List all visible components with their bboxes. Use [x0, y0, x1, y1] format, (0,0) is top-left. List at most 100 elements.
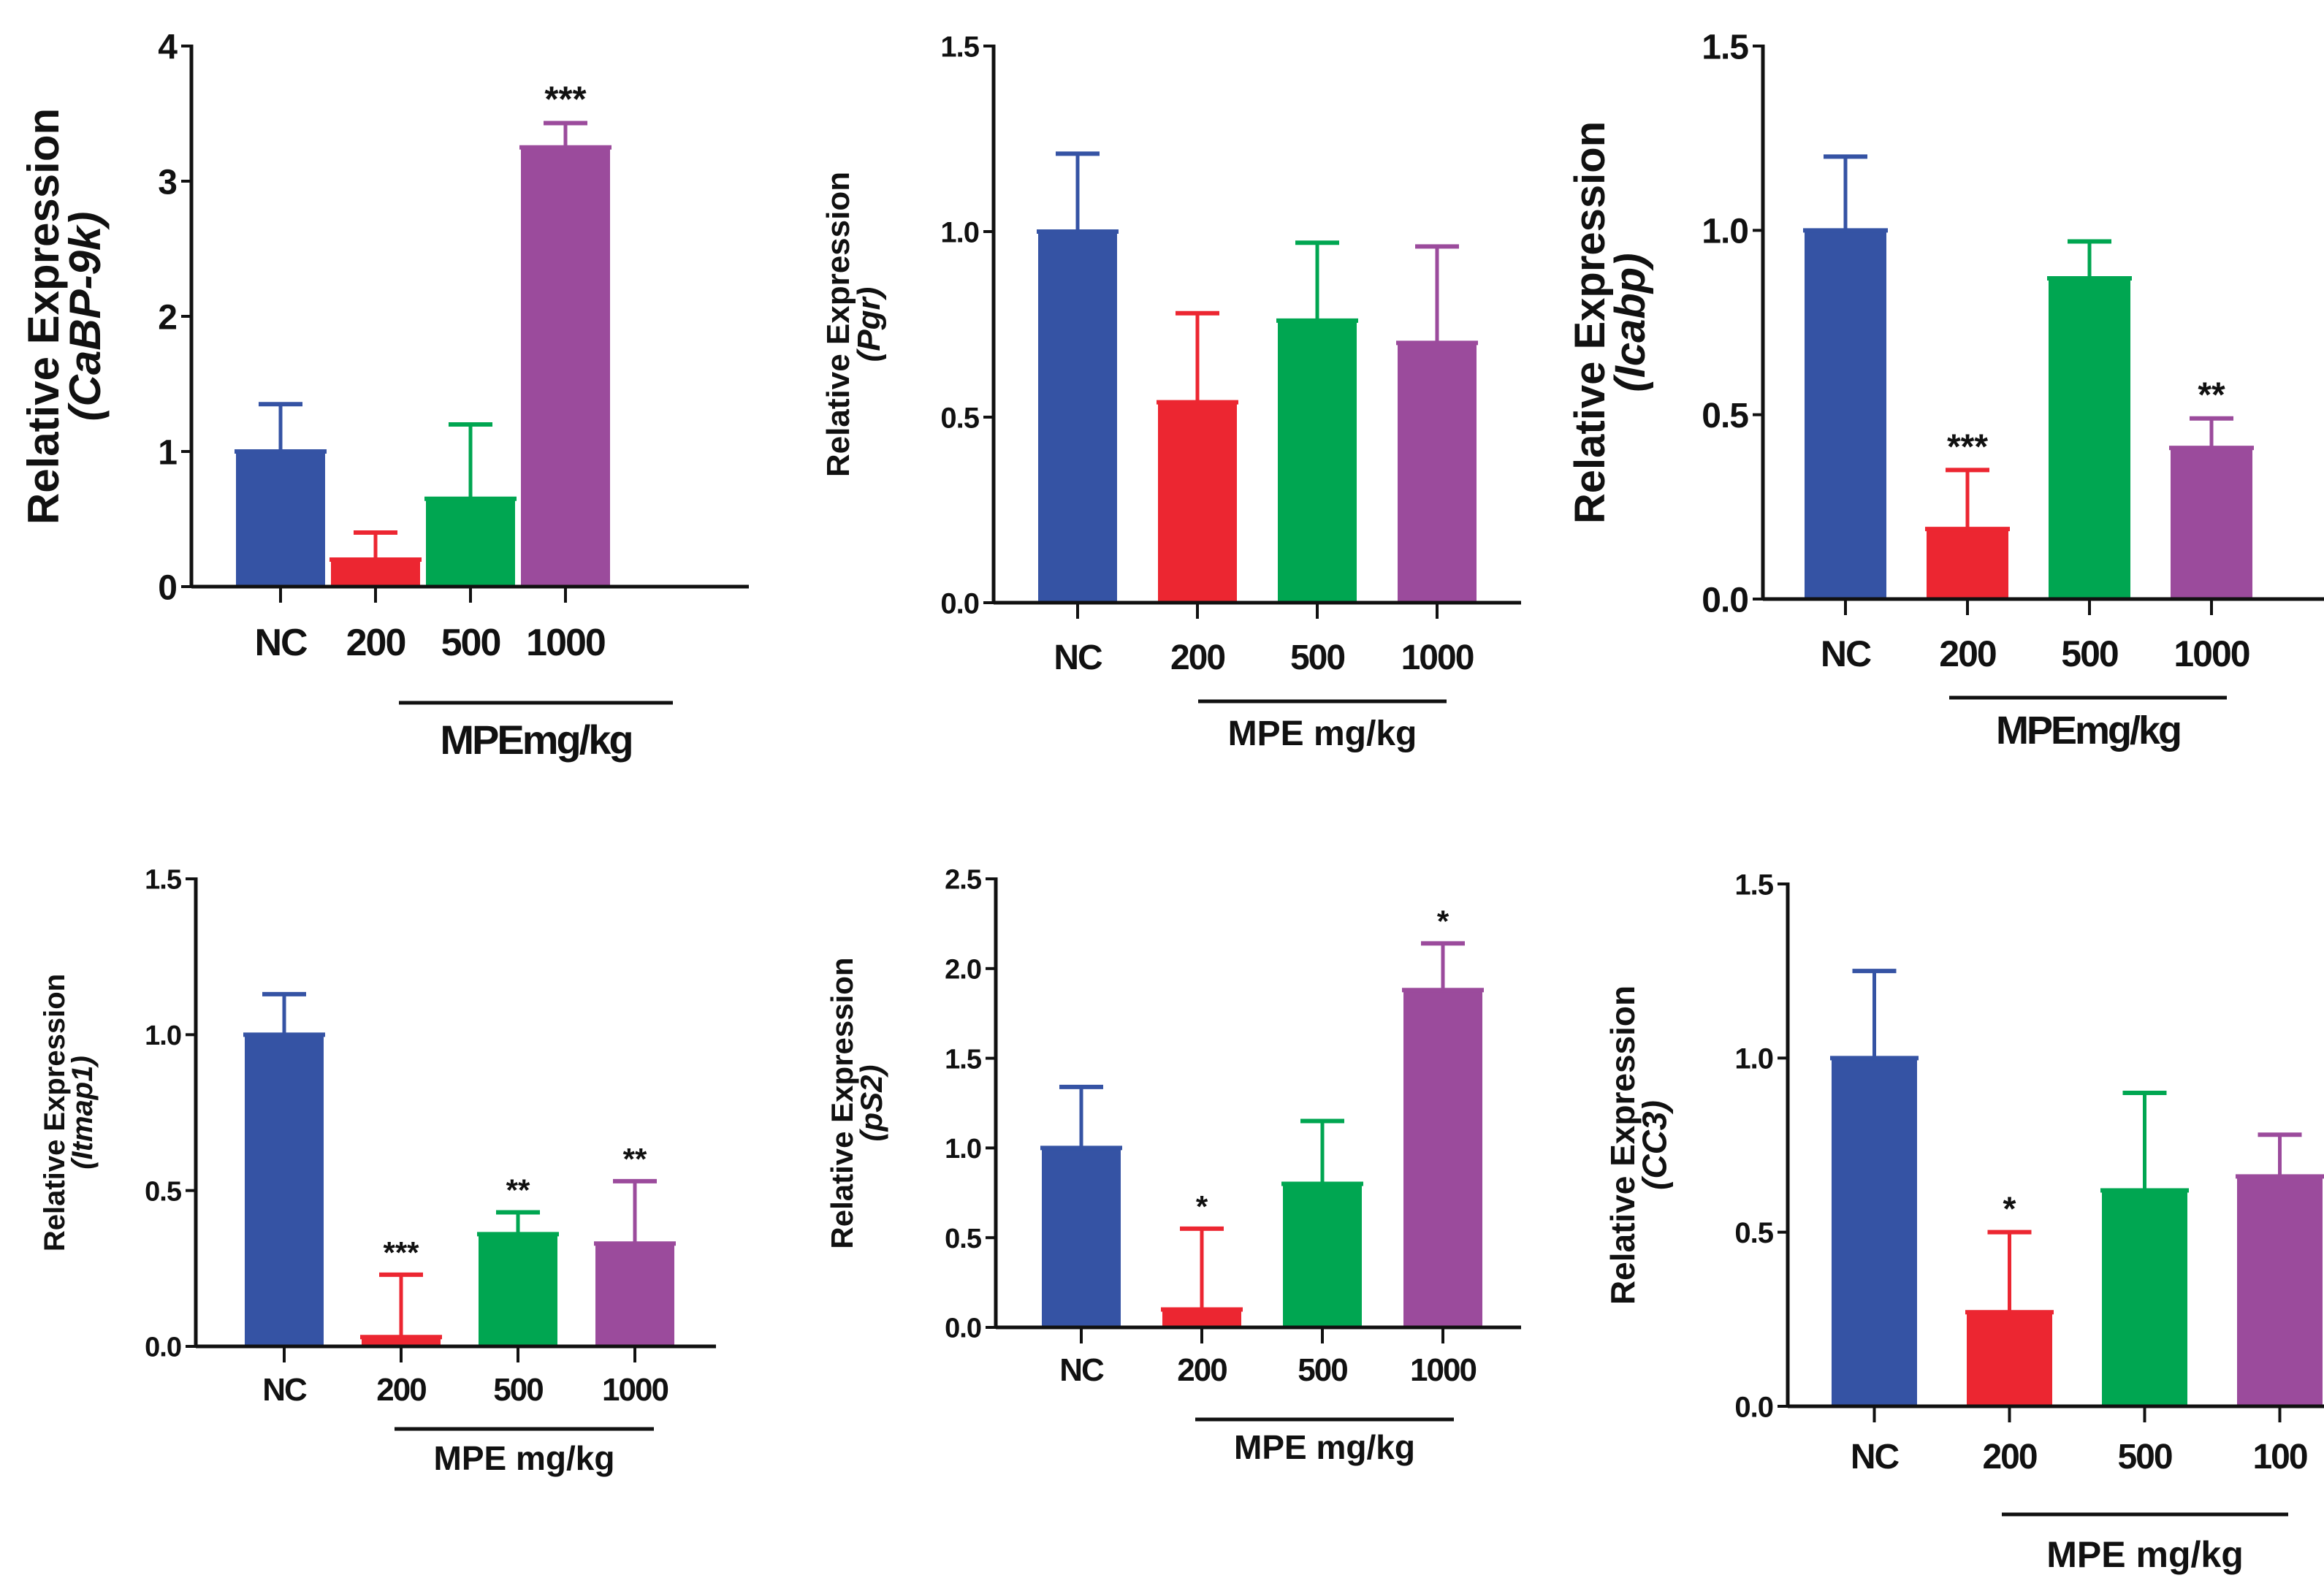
y-tick-label: 0.5	[940, 402, 979, 434]
bar-500	[426, 498, 515, 587]
category-label-200: 200	[1177, 1352, 1227, 1388]
bar-1000	[1403, 990, 1482, 1327]
y-axis-title: Relative Expression	[19, 108, 68, 525]
group-label: MPE mg/kg	[434, 1439, 615, 1477]
category-label-500: 500	[2061, 633, 2118, 674]
significance-label-1000: **	[2198, 376, 2225, 415]
y-tick-label: 0.0	[1734, 1391, 1773, 1423]
y-tick-label: 1	[158, 433, 177, 472]
bar-1000	[521, 147, 610, 587]
bar-200	[1162, 1309, 1241, 1327]
y-tick-label: 0.5	[1734, 1217, 1773, 1249]
category-label-1000: 1000	[1401, 638, 1474, 677]
category-label-500: 500	[493, 1372, 543, 1408]
y-axis-gene-label: (CC3)	[1636, 1100, 1674, 1190]
y-axis-title: Relative Expression	[825, 957, 859, 1248]
category-label-500: 500	[1290, 638, 1344, 677]
significance-label-1000: *	[1437, 904, 1449, 938]
y-axis-title: Relative Expression	[1604, 985, 1642, 1305]
significance-label-500: **	[506, 1173, 530, 1208]
bar-500	[2102, 1190, 2187, 1406]
group-label: MPE mg/kg	[1234, 1428, 1415, 1466]
significance-label-200: ***	[383, 1235, 419, 1270]
category-label-1000: 1000	[1410, 1352, 1476, 1388]
y-tick-label: 1.0	[145, 1021, 181, 1051]
chart-panel-top-right: NC *** 200 500 ** 1000 0.0 0.5 1.0 1.5 Relative Ex…	[1566, 28, 2324, 752]
y-tick-label: 4	[158, 28, 178, 66]
category-label-NC: NC	[254, 622, 308, 664]
significance-label-200: *	[2003, 1190, 2016, 1228]
y-tick-label: 1.5	[1702, 28, 1748, 66]
y-axis-gene-label: (CaBP-9k)	[61, 212, 110, 422]
group-label: MPE mg/kg	[2046, 1534, 2243, 1575]
bar-500	[479, 1234, 557, 1346]
y-tick-label: 0.5	[945, 1224, 982, 1254]
significance-label-1000: **	[623, 1142, 647, 1176]
bar-1000	[2171, 448, 2252, 599]
y-axis-title: Relative Expression	[820, 172, 856, 477]
y-tick-label: 1.5	[945, 1044, 982, 1075]
y-axis-title: Relative Expression	[1566, 121, 1614, 524]
bar-NC	[1832, 1058, 1917, 1406]
group-label: MPEmg/kg	[440, 717, 631, 763]
y-axis-gene-label: (Itmap1)	[66, 1056, 99, 1170]
bar-NC	[245, 1034, 324, 1346]
bar-NC	[1038, 232, 1117, 603]
bar-1000	[595, 1243, 674, 1346]
bar-500	[1283, 1183, 1362, 1327]
significance-label-200: ***	[1947, 427, 1988, 466]
bar-200	[331, 560, 420, 587]
category-label-500: 500	[441, 622, 500, 664]
bar-1000	[2237, 1176, 2323, 1406]
y-tick-label: 1.5	[1734, 869, 1773, 901]
category-label-NC: NC	[262, 1372, 307, 1408]
bar-NC	[236, 451, 325, 587]
y-tick-label: 2.5	[945, 865, 982, 896]
chart-panel-top-left: NC 200 500 *** 1000 0 1 2 3 4 Relative Expression(…	[19, 28, 749, 763]
bar-500	[1278, 320, 1357, 603]
group-label: MPE mg/kg	[1228, 714, 1417, 753]
category-label-1000: 1000	[2173, 633, 2249, 674]
y-tick-label: 3	[158, 163, 177, 202]
y-tick-label: 1.0	[1734, 1043, 1773, 1075]
y-tick-label: 0.0	[940, 587, 979, 619]
bar-200	[362, 1337, 441, 1346]
bar-500	[2049, 278, 2130, 599]
category-label-500: 500	[2117, 1438, 2171, 1476]
y-tick-label: 0	[158, 568, 177, 607]
y-axis-title: Relative Expression	[39, 974, 71, 1251]
bar-200	[1158, 402, 1237, 603]
group-label: MPEmg/kg	[1996, 709, 2180, 752]
bar-NC	[1805, 230, 1886, 599]
category-label-NC: NC	[1059, 1352, 1104, 1388]
chart-panel-bottom-right: NC * 200 500 100 0.0 0.5 1.0 1.5 Relative Express…	[1604, 869, 2324, 1575]
y-tick-label: 1.0	[945, 1134, 981, 1164]
significance-label-1000: ***	[544, 80, 587, 119]
category-label-200: 200	[1170, 638, 1224, 677]
bar-1000	[1398, 343, 1477, 603]
y-tick-label: 0.0	[945, 1314, 981, 1344]
category-label-200: 200	[346, 622, 405, 664]
bar-200	[1927, 529, 2008, 599]
category-label-200: 200	[1939, 633, 1996, 674]
chart-panel-bottom-middle: NC * 200 500 * 1000 0.0 0.5 1.0 1.5 2.0 2.5 Relative…	[825, 865, 1521, 1466]
category-label-200: 200	[1982, 1438, 2036, 1476]
y-tick-label: 2	[158, 298, 177, 337]
y-tick-label: 0.0	[1702, 581, 1748, 619]
y-tick-label: 0.5	[1702, 397, 1748, 435]
category-label-200: 200	[376, 1372, 426, 1408]
y-tick-label: 1.0	[1702, 213, 1748, 251]
chart-panel-bottom-left: NC *** 200 ** 500 ** 1000 0.0 0.5 1.0 1.5 Relative …	[39, 865, 716, 1477]
y-axis-gene-label: (Pgr)	[851, 287, 887, 362]
y-tick-label: 1.0	[940, 216, 979, 248]
y-tick-label: 1.5	[145, 865, 182, 896]
category-label-1000: 1000	[602, 1372, 668, 1408]
significance-label-200: *	[1196, 1189, 1208, 1224]
y-tick-label: 2.0	[945, 954, 981, 985]
category-label-NC: NC	[1054, 638, 1102, 677]
category-label-1000: 100	[2252, 1438, 2306, 1476]
chart-panel-top-middle: NC 200 500 1000 0.0 0.5 1.0 1.5 Relative Express…	[820, 31, 1521, 753]
y-tick-label: 0.5	[145, 1176, 182, 1207]
category-label-NC: NC	[1821, 633, 1871, 674]
